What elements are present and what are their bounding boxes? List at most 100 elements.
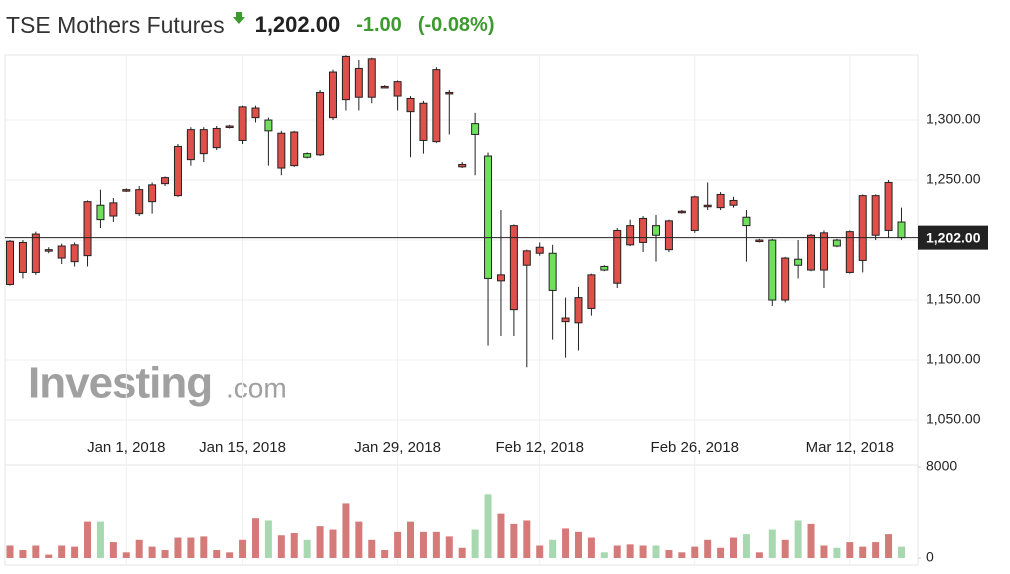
volume-bar	[277, 535, 285, 558]
last-price-box	[918, 225, 988, 250]
volume-bar	[329, 529, 337, 558]
volume-bar	[562, 528, 570, 558]
volume-bar	[161, 550, 169, 558]
volume-bar	[135, 539, 143, 558]
change-percent: (-0.08%)	[417, 13, 495, 36]
candle-body	[31, 233, 40, 273]
volume-bar	[587, 537, 595, 558]
price: 1,202.00	[254, 12, 341, 37]
candle-body	[561, 317, 570, 323]
volume-bar	[264, 520, 272, 558]
y-tick-label: 1,050.00	[926, 411, 981, 427]
volume-bar	[549, 539, 557, 558]
candle-body	[199, 129, 208, 155]
candle-body	[109, 202, 118, 217]
x-tick-label: Jan 29, 2018	[354, 439, 441, 456]
volume-bar	[742, 534, 750, 558]
candle-body	[238, 106, 247, 141]
volume-bar	[419, 531, 427, 558]
candle-body	[626, 225, 635, 246]
candle-body	[845, 231, 854, 273]
volume-bar	[148, 546, 156, 558]
title: TSE Mothers Futures	[6, 11, 225, 38]
candle-body	[393, 81, 402, 97]
y-tick-label: 1,250.00	[926, 171, 981, 187]
volume-bar	[71, 546, 79, 558]
candle-body	[535, 246, 544, 254]
volume-bar	[717, 547, 725, 558]
volume-bar	[342, 503, 350, 558]
candle-body	[57, 245, 66, 259]
volume-bar	[109, 542, 117, 558]
y-tick-label: 1,300.00	[926, 111, 981, 127]
volume-bar	[32, 545, 40, 558]
candle-body	[884, 181, 893, 231]
candle-body	[432, 69, 441, 143]
candle-body	[161, 177, 170, 185]
volume-bar	[859, 546, 867, 558]
candle-body	[781, 257, 790, 301]
candle-body	[186, 129, 195, 161]
volume-bar	[885, 534, 893, 558]
volume-bar	[381, 550, 389, 558]
volume-bar	[226, 552, 234, 558]
last-price-label: 1,202.00	[926, 229, 981, 245]
volume-bar	[174, 537, 182, 558]
volume-bar	[600, 552, 608, 558]
volume-bar	[394, 531, 402, 558]
candle-body	[471, 123, 480, 135]
volume-bar	[820, 545, 828, 558]
candle-body	[768, 239, 777, 301]
volume-bar	[704, 539, 712, 558]
change: -1.00	[356, 13, 402, 36]
volume-bar	[45, 554, 53, 558]
candle-body	[18, 241, 27, 273]
candle-body	[380, 85, 389, 89]
candle-body	[316, 91, 325, 156]
candle-body	[225, 125, 234, 129]
volume-bar	[200, 536, 208, 558]
candle-body	[6, 240, 14, 285]
volume-bar	[19, 550, 27, 558]
volume-bar	[239, 539, 247, 558]
volume-bar	[613, 545, 621, 558]
candle-body	[251, 107, 260, 119]
volume-bar	[251, 518, 259, 558]
candle-body	[341, 55, 350, 101]
candle-body	[664, 220, 673, 251]
candle-body	[354, 67, 363, 98]
x-tick-label: Jan 1, 2018	[87, 439, 165, 456]
candle-body	[96, 204, 105, 221]
candle-body	[212, 127, 221, 149]
candle-body	[794, 258, 803, 266]
candle-body	[858, 195, 867, 261]
volume-bar	[96, 521, 104, 558]
candle-body	[303, 153, 312, 158]
candle-body	[135, 189, 144, 215]
volume-bar	[678, 552, 686, 558]
down-arrow-icon	[232, 12, 245, 24]
volume-bar	[652, 545, 660, 558]
volume-bar	[665, 550, 673, 558]
candle-body	[819, 232, 828, 271]
candle-body	[574, 297, 583, 324]
candle-body	[290, 131, 299, 167]
candle-body	[897, 221, 906, 239]
candle-body	[509, 225, 518, 311]
candle-body	[406, 97, 415, 113]
candle-body	[832, 239, 841, 247]
volume-bar	[58, 545, 66, 558]
candle-body	[329, 71, 337, 119]
candle-body	[458, 163, 467, 168]
watermark: Investing	[28, 359, 212, 408]
candle-body	[703, 204, 712, 208]
candle-body	[70, 244, 79, 263]
volume-bar	[355, 521, 363, 558]
x-tick-label: Feb 26, 2018	[651, 439, 739, 456]
candle-body	[729, 199, 738, 206]
candle-body	[83, 201, 92, 257]
candle-body	[122, 189, 131, 192]
candle-body	[677, 210, 686, 214]
candle-body	[496, 274, 505, 282]
